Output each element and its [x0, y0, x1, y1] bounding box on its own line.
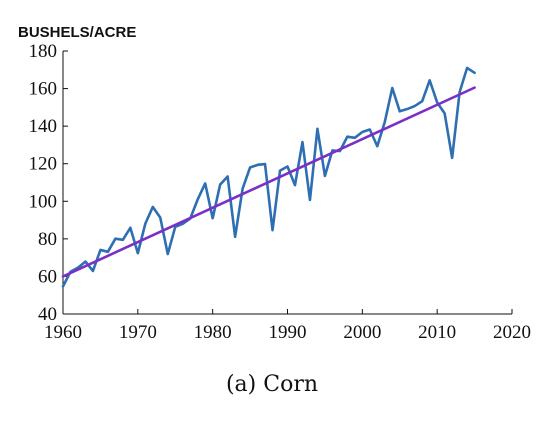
x-tick-label: 2020	[493, 322, 531, 343]
trend-line	[61, 86, 476, 278]
x-tick-label: 1980	[194, 322, 232, 343]
x-tick-label: 2010	[418, 322, 456, 343]
x-tick-label: 1990	[269, 322, 307, 343]
x-ticks: 1960 1970 1980 1990 2000 2010 2020	[44, 309, 531, 343]
y-tick-label: 40	[38, 304, 57, 325]
y-ticks: 40 60 80 100 120 140 160 180	[29, 41, 68, 325]
y-tick-label: 80	[38, 229, 57, 250]
x-tick-label: 1960	[44, 322, 82, 343]
series-layer	[61, 66, 476, 288]
x-tick-label: 1970	[119, 322, 157, 343]
y-tick-label: 100	[29, 191, 58, 212]
y-tick-label: 60	[38, 266, 57, 287]
y-tick-label: 140	[29, 116, 58, 137]
x-tick-label: 2000	[343, 322, 381, 343]
figure-caption: (a) Corn	[225, 372, 319, 397]
y-tick-label: 180	[29, 41, 58, 62]
y-axis-label: BUSHELS/ACRE	[18, 24, 136, 41]
yield-line	[61, 66, 476, 288]
y-tick-label: 120	[29, 154, 58, 175]
y-tick-label: 160	[29, 79, 58, 100]
